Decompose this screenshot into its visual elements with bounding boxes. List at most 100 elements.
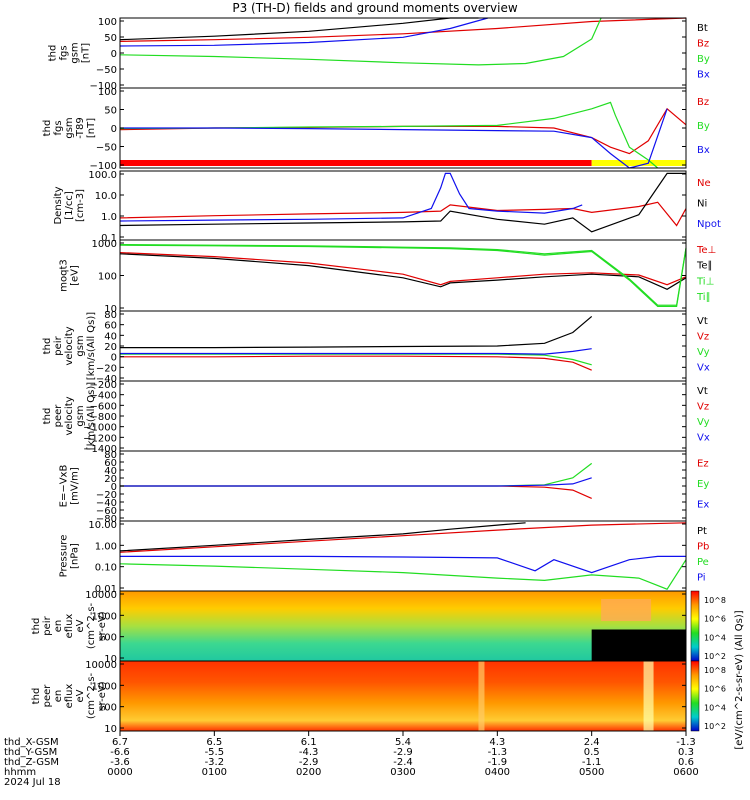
panel-1: 100 50 0 −50 −100 thd fgs gsm [nT] Bt Bz By Bx (48, 17, 710, 92)
series-line-By (119, 17, 602, 66)
y-tick-label: −100 (90, 81, 117, 92)
y-tick-label: 80 (104, 310, 117, 321)
y-tick-label: 0.01 (95, 584, 117, 595)
y-axis-label: [km/s(All Qs)] (86, 312, 97, 380)
y-tick-label: −1000 (83, 423, 117, 434)
series-line-Vz (120, 355, 592, 371)
y-gsm-label: 0.5 (584, 747, 600, 758)
y-tick-label: 100 (98, 272, 117, 283)
y-axis-label: en (53, 690, 64, 703)
series-line-Ti⊥ (119, 244, 687, 306)
panel-6: −200−400−600−800−1000−1200−1400 thd peer ve… (42, 380, 710, 455)
y-axis-label: (cm^2-s- (86, 672, 97, 719)
y-tick-label: 100 (98, 17, 117, 28)
y-gsm-label: -4.3 (299, 747, 319, 758)
time-label: 0400 (485, 767, 510, 778)
y-tick-label: 10000 (85, 590, 117, 601)
x-gsm-label: 6.7 (112, 737, 128, 748)
y-axis-label: eV (75, 689, 86, 702)
time-label: 0600 (673, 767, 698, 778)
legend-entry: Ez (697, 458, 709, 469)
series-line-Bz (119, 107, 687, 155)
legend-entry: Vz (697, 331, 709, 342)
colorbar-label: [eV/(cm^2-s-sr-eV) (All Qs)] (734, 610, 745, 749)
y-axis-label: en (53, 620, 64, 633)
legend-entry: Bz (697, 97, 709, 108)
y-tick-label: 20 (104, 342, 117, 353)
y-tick-label: −600 (90, 401, 117, 412)
panel-frame (119, 239, 687, 312)
y-axis-label: gsm (75, 405, 86, 426)
colorbar-tick-label: 10^2 (704, 652, 726, 661)
y-gsm-label: -6.6 (110, 747, 130, 758)
x-row-label: 2024 Jul 18 (4, 777, 61, 788)
y-axis-label: E=−VxB (59, 465, 70, 508)
y-axis-label: gsm (75, 335, 86, 356)
series-line-Vx (120, 348, 592, 355)
panel-2: 100 50 0 −50 −100 thd fgs gsm -T89 [nT] Bz By Bx (42, 87, 710, 172)
y-axis-label: [nT] (86, 118, 97, 138)
time-label: 0300 (390, 767, 415, 778)
y-tick-label: 1000 (92, 239, 117, 250)
y-axis-label: moqt3 (59, 259, 70, 292)
z-gsm-label: -3.6 (110, 757, 130, 768)
z-gsm-label: -2.4 (393, 757, 413, 768)
x-gsm-label: 2.4 (584, 737, 600, 748)
y-tick-label: 10 (104, 724, 117, 735)
y-tick-label: −1200 (83, 433, 117, 444)
x-gsm-label: 5.4 (395, 737, 411, 748)
y-tick-label: 40 (104, 331, 117, 342)
y-tick-label: 100.0 (88, 170, 117, 181)
colorbar (690, 590, 700, 662)
y-tick-label: 0 (111, 49, 117, 60)
legend-entry: Vx (697, 432, 710, 443)
y-axis-label: [km/s(All Qs)] (86, 382, 97, 450)
y-tick-label: 10 (104, 304, 117, 315)
y-axis-label: Pressure (59, 535, 70, 578)
series-line-Ez (120, 485, 592, 499)
y-tick-label: −200 (90, 380, 117, 391)
colorbar-tick-label: 10^8 (704, 596, 726, 605)
y-tick-label: −40 (96, 498, 117, 509)
legend-entry: Bz (697, 38, 709, 49)
legend-entry: Vt (697, 386, 708, 397)
series-line-Ey (120, 462, 593, 487)
legend-entry: Ti⊥ (696, 276, 714, 287)
y-tick-label: 100 (98, 703, 117, 714)
series-line-Vt (120, 315, 593, 349)
series-line-Pb (119, 522, 687, 553)
y-tick-label: 50 (104, 106, 117, 117)
x-gsm-label: 4.3 (489, 737, 505, 748)
y-tick-label: −800 (90, 412, 117, 423)
y-axis-label: thd (31, 618, 42, 635)
y-axis-label: fgs (59, 45, 70, 60)
colorbar (690, 660, 700, 732)
legend-entry: Vy (697, 417, 710, 428)
y-axis-label: eflux (64, 684, 75, 709)
y-axis-label: gsm (70, 42, 81, 63)
series-line-Te∥ (119, 253, 687, 290)
legend-entry: Vt (697, 316, 708, 327)
x-gsm-label: 6.1 (301, 737, 317, 748)
y-axis-label: eflux (64, 614, 75, 639)
y-tick-label: 100 (98, 87, 117, 98)
legend-entry: Bt (697, 23, 708, 34)
y-axis-label: thd (42, 338, 53, 355)
panel-8: 10.00 1.00 0.10 0.01 Pressure [nPa] Pt Pb Pe Pi (59, 520, 710, 595)
y-axis-label: [1/cc] (64, 191, 75, 220)
y-axis-label: velocity (64, 396, 75, 435)
y-tick-label: 1000 (92, 611, 117, 622)
y-axis-label: peer (53, 404, 64, 428)
y-axis-label: [nPa] (70, 543, 81, 569)
y-tick-label: 0 (111, 482, 117, 493)
y-tick-label: 20 (104, 474, 117, 485)
legend-entry: Npot (697, 219, 721, 230)
panel-9: 10^8 10^6 10^4 10^2 10000 1000 100 10 thd peir en e… (31, 590, 726, 665)
series-line-Npot (119, 172, 583, 222)
legend-entry: Te∥ (696, 261, 713, 272)
legend-entry: Bx (697, 145, 710, 156)
legend-entry: By (697, 121, 710, 132)
y-axis-label: thd (42, 120, 53, 137)
y-tick-label: 0.1 (101, 233, 117, 244)
